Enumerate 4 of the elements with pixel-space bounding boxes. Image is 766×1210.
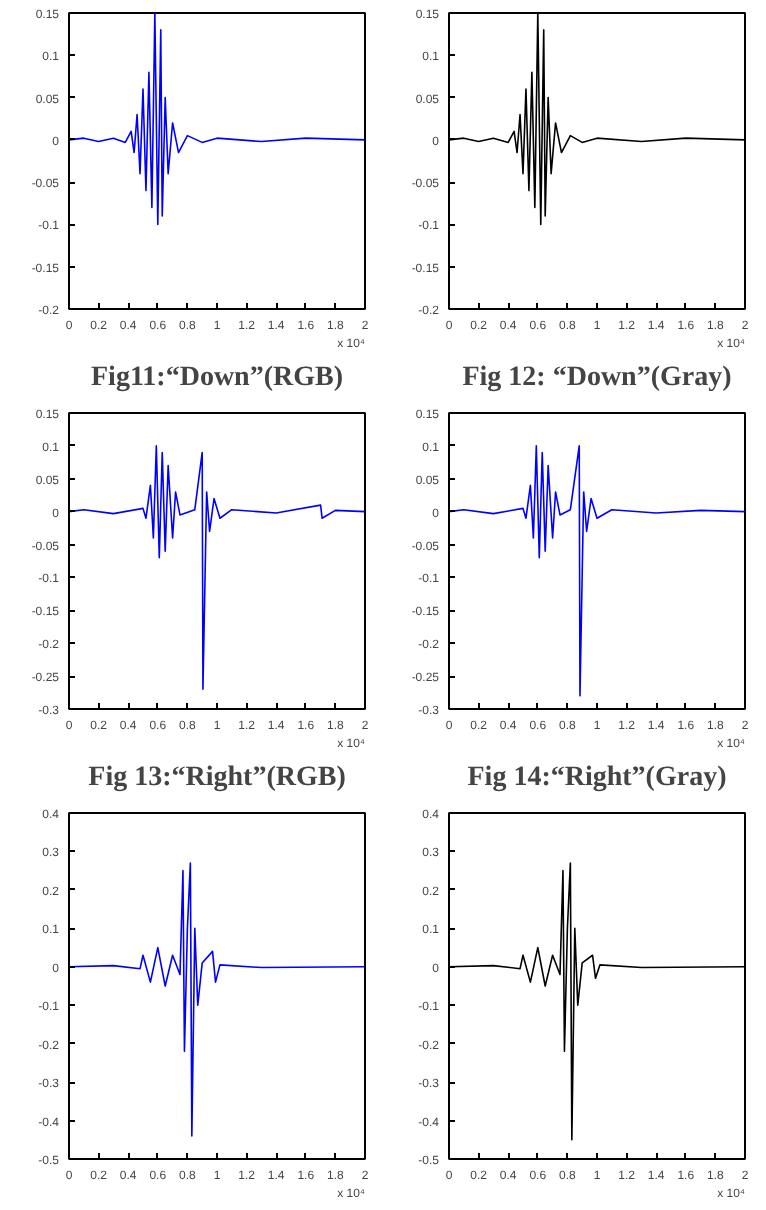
text: Fig 14:“Right”(Gray) xyxy=(467,763,728,793)
text: Fig11:“Down”(RGB) xyxy=(91,363,344,393)
text: Fig 12: “Down”(Gray) xyxy=(462,363,733,393)
text: Fig 13:“Right”(RGB) xyxy=(88,763,347,793)
